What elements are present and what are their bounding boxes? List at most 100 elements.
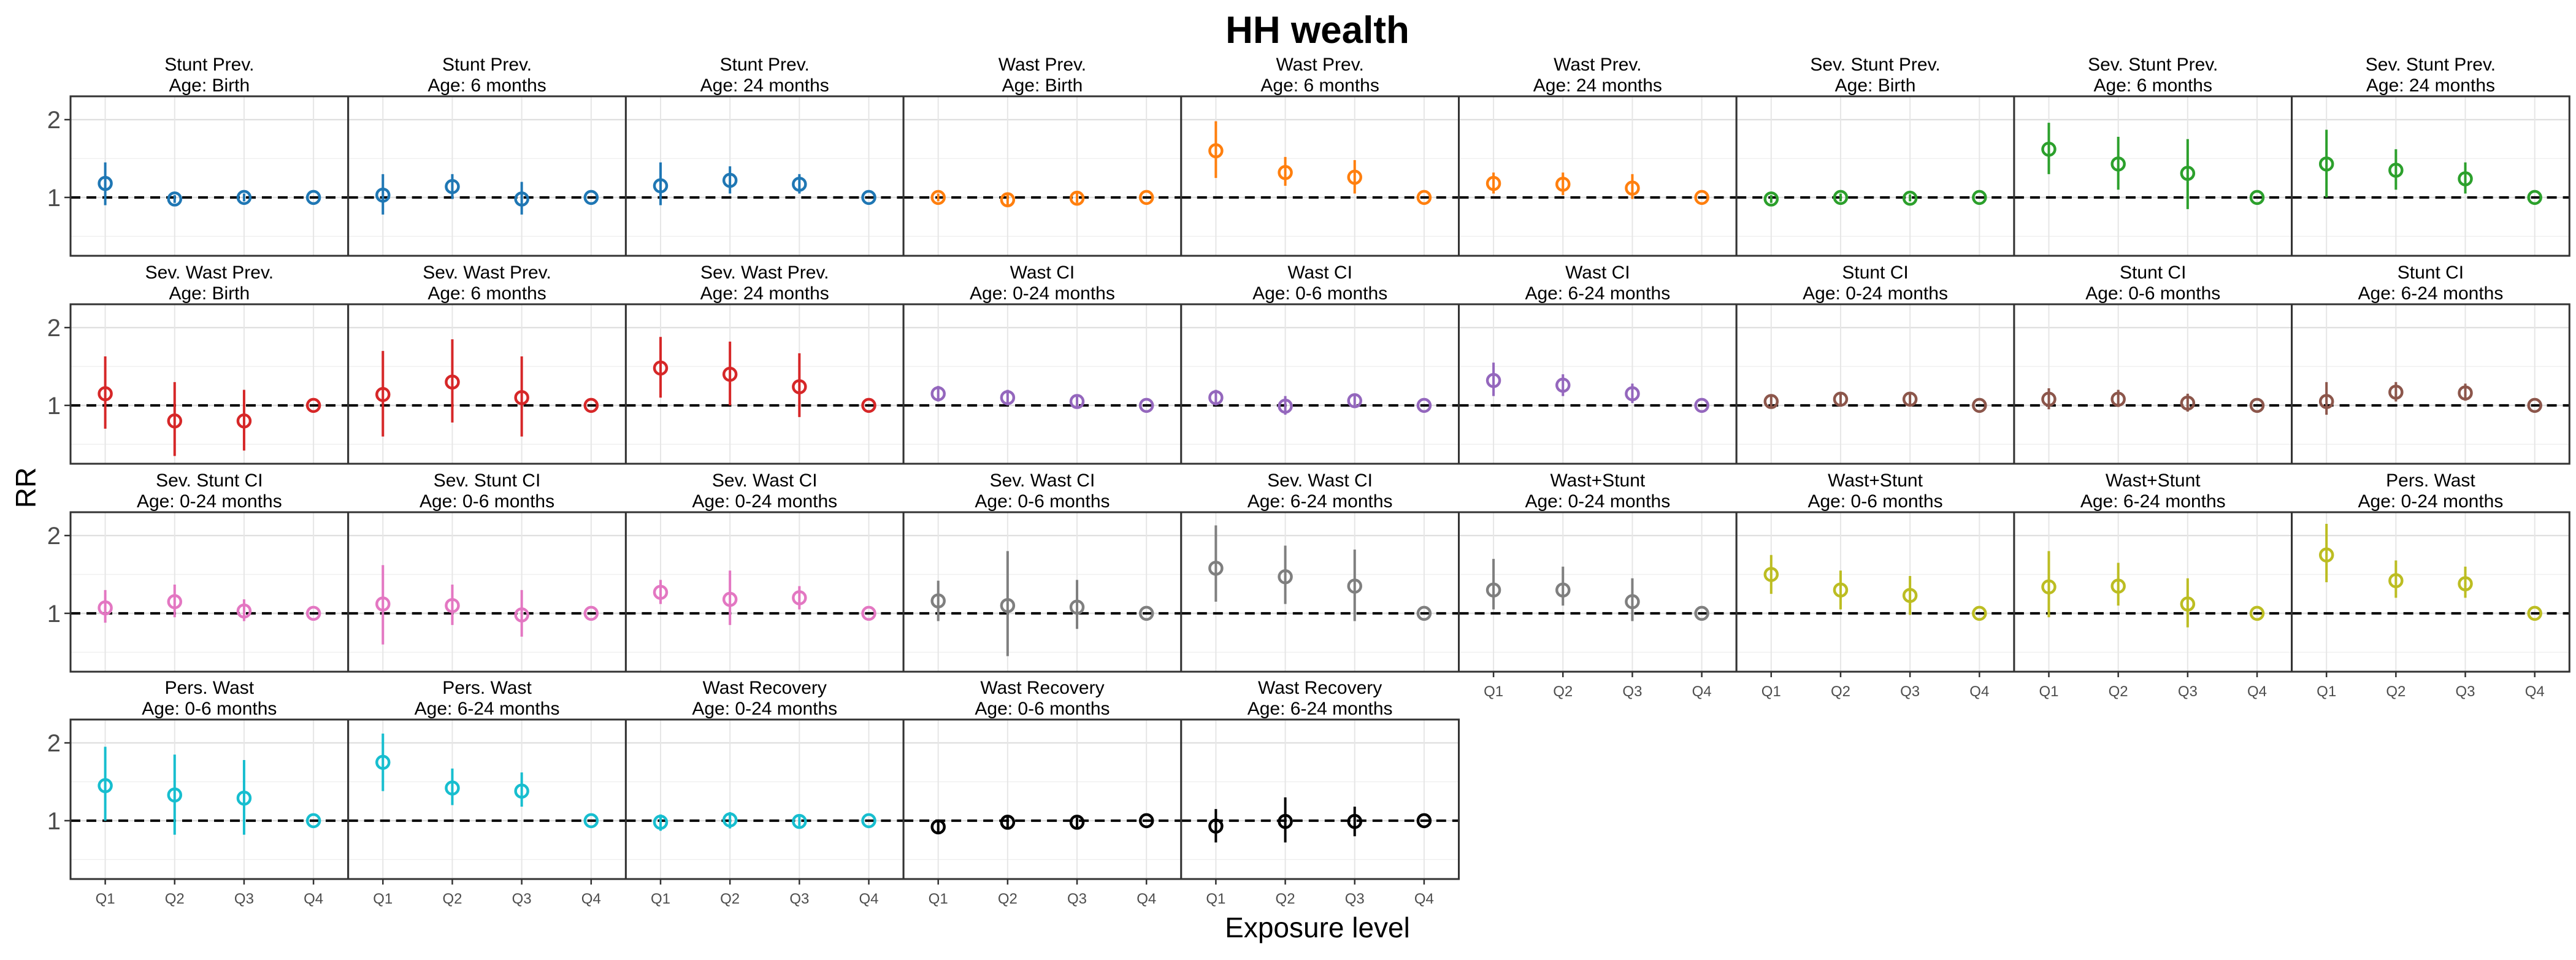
- x-tick-label: Q4: [2247, 683, 2267, 700]
- facet-panel: Sev. Wast Prev.Age: Birth 1 2: [47, 263, 350, 465]
- panel-title: Sev. Wast CI: [1267, 470, 1373, 491]
- estimate-point: [2458, 171, 2473, 186]
- estimate-point: [583, 190, 599, 205]
- x-tick-label: Q2: [2386, 683, 2405, 700]
- panel-background: [71, 96, 348, 256]
- estimate-point: [583, 605, 599, 621]
- x-tick-label: Q1: [373, 891, 393, 907]
- panel-title: Wast CI: [1010, 263, 1075, 283]
- panel-background: [348, 96, 626, 256]
- estimate-point: [1069, 190, 1085, 206]
- panel-title: Wast Prev.: [1554, 55, 1641, 75]
- x-tick-label: Q2: [998, 891, 1018, 907]
- estimate-point: [1069, 394, 1085, 409]
- estimate-point: [1138, 605, 1154, 621]
- estimate-point: [2041, 141, 2057, 157]
- estimate-point: [1278, 813, 1293, 829]
- estimate-point: [1625, 386, 1640, 402]
- facet-panel: Sev. Wast Prev.Age: 24 months: [624, 263, 905, 465]
- panel-border: [2291, 303, 2570, 465]
- x-tick-label: Q2: [1276, 891, 1295, 907]
- panel-background: [348, 304, 626, 464]
- panel-background: [71, 304, 348, 464]
- panel-background: [1459, 96, 1737, 256]
- estimate-point: [98, 386, 113, 402]
- estimate-point: [653, 178, 669, 194]
- estimate-point: [1763, 394, 1779, 409]
- panel-subtitle: Age: 6 months: [427, 75, 546, 96]
- panel-subtitle: Age: 0-24 months: [1803, 283, 1948, 304]
- estimate-point: [722, 591, 738, 607]
- panel-subtitle: Age: 6-24 months: [1248, 491, 1393, 512]
- x-tick-label: Q1: [1484, 683, 1503, 700]
- estimate-point: [2041, 579, 2057, 595]
- estimate-point: [1416, 397, 1432, 413]
- panel-subtitle: Age: 6-24 months: [1248, 699, 1393, 719]
- y-tick-label: 2: [47, 523, 61, 550]
- panel-subtitle: Age: Birth: [1835, 75, 1916, 96]
- estimate-point: [583, 397, 599, 413]
- panel-border: [2291, 511, 2570, 673]
- estimate-point: [722, 366, 738, 382]
- estimate-point: [583, 813, 599, 829]
- estimate-point: [1278, 398, 1293, 414]
- panel-title: Sev. Wast CI: [712, 470, 818, 491]
- panel-border: [1180, 718, 1460, 880]
- estimate-point: [1208, 390, 1224, 405]
- panel-title: Wast+Stunt: [1550, 470, 1645, 491]
- panel-background: [1736, 96, 2014, 256]
- estimate-point: [2527, 397, 2542, 413]
- estimate-point: [514, 607, 529, 623]
- panel-background: [2291, 96, 2570, 256]
- x-tick-label: Q3: [2456, 683, 2475, 700]
- estimate-point: [236, 603, 252, 619]
- panel-background: [2014, 512, 2292, 672]
- facet-panel: Sev. Stunt Prev.Age: 6 months: [2013, 55, 2293, 257]
- y-tick-label: 2: [47, 107, 61, 134]
- estimate-point: [445, 780, 460, 796]
- chart-title: HH wealth: [1225, 9, 1409, 52]
- panel-subtitle: Age: Birth: [169, 283, 250, 304]
- panel-title: Sev. Wast Prev.: [423, 263, 551, 283]
- facet-panel: Stunt Prev.Age: 24 months: [624, 55, 905, 257]
- estimate-point: [1416, 605, 1432, 621]
- estimate-point: [305, 397, 321, 413]
- panel-background: [348, 720, 626, 879]
- estimate-point: [1347, 813, 1362, 829]
- panel-background: [1181, 512, 1459, 672]
- estimate-point: [2318, 156, 2334, 172]
- x-tick-label: Q4: [581, 891, 601, 907]
- estimate-point: [861, 813, 876, 829]
- estimate-point: [861, 397, 876, 413]
- estimate-point: [653, 585, 669, 600]
- estimate-point: [514, 390, 529, 405]
- estimate-point: [722, 172, 738, 188]
- estimate-point: [1833, 391, 1849, 407]
- panel-subtitle: Age: 0-24 months: [970, 283, 1115, 304]
- panel-subtitle: Age: 0-24 months: [1525, 491, 1670, 512]
- x-tick-label: Q3: [1345, 891, 1365, 907]
- estimate-point: [2458, 385, 2473, 401]
- estimate-point: [1694, 605, 1709, 621]
- estimate-point: [1278, 569, 1293, 585]
- panel-subtitle: Age: 6 months: [1260, 75, 1379, 96]
- estimate-point: [1416, 190, 1432, 205]
- estimate-point: [1555, 177, 1571, 192]
- x-tick-label: Q3: [2178, 683, 2198, 700]
- y-tick-label: 2: [47, 730, 61, 757]
- estimate-point: [1694, 190, 1709, 205]
- estimate-point: [792, 177, 807, 192]
- estimate-point: [1347, 169, 1362, 185]
- estimate-point: [514, 783, 529, 799]
- panel-background: [1181, 96, 1459, 256]
